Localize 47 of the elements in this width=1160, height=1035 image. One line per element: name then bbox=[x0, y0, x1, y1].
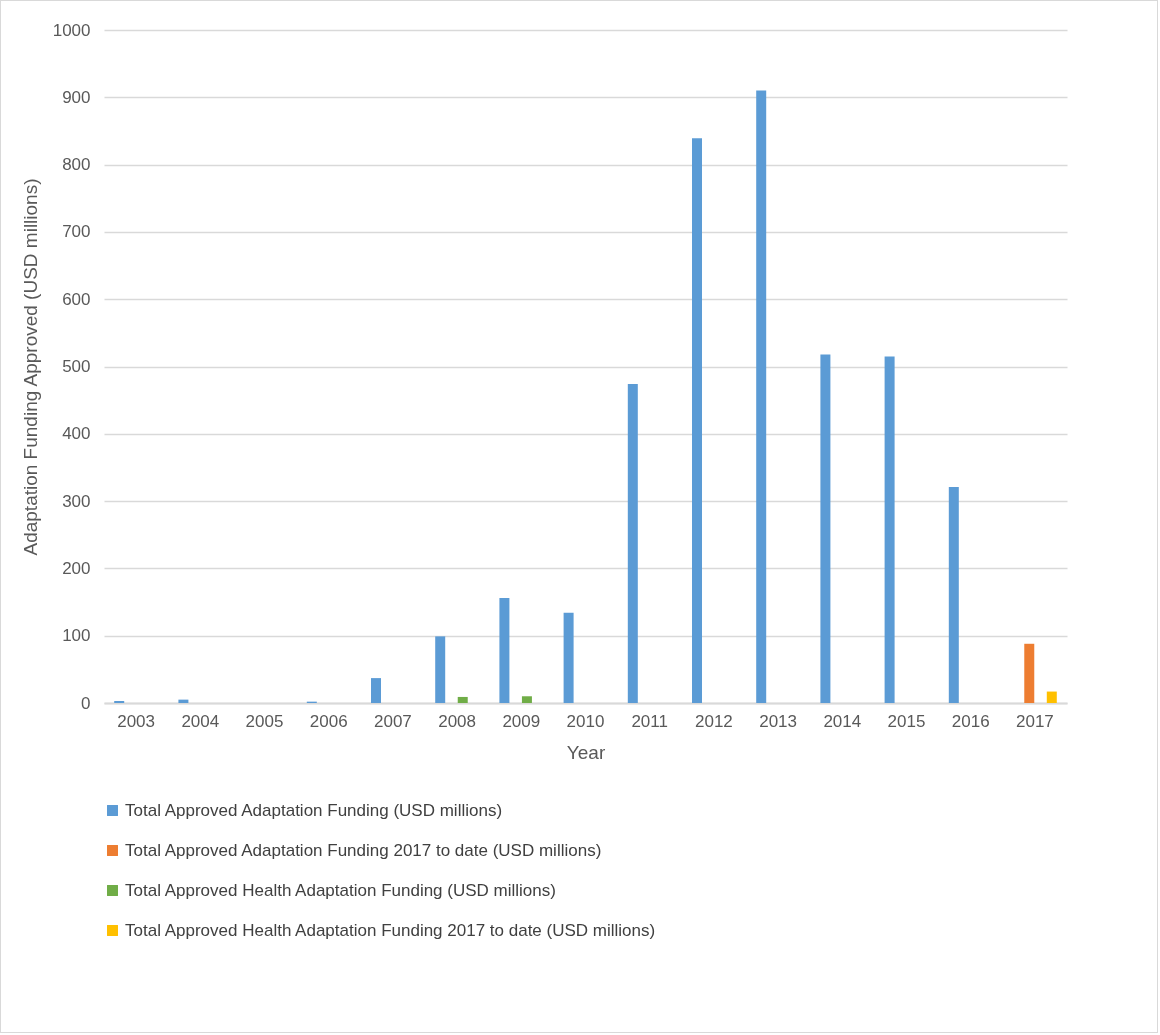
x-tick-label: 2017 bbox=[1015, 711, 1054, 731]
x-axis-title: Year bbox=[566, 741, 606, 763]
y-tick-label: 500 bbox=[62, 357, 91, 376]
y-tick-label: 1000 bbox=[52, 20, 91, 40]
y-tick-label: 600 bbox=[62, 289, 91, 309]
legend-label: Total Approved Adaptation Funding 2017 to date (USD millions) bbox=[125, 840, 602, 860]
y-tick-label: 200 bbox=[62, 558, 91, 578]
bar bbox=[884, 356, 895, 703]
legend-label: Total Approved Health Adaptation Funding (USD millions) bbox=[125, 880, 556, 900]
bar bbox=[1046, 691, 1057, 703]
x-tick-label: 2014 bbox=[823, 711, 862, 731]
bar bbox=[563, 612, 574, 703]
x-tick-label: 2007 bbox=[373, 711, 412, 731]
bar bbox=[1024, 643, 1035, 703]
bar bbox=[521, 696, 532, 703]
bar bbox=[114, 700, 125, 703]
y-tick-label: 100 bbox=[62, 626, 91, 646]
y-tick-label: 400 bbox=[62, 424, 91, 444]
x-tick-label: 2006 bbox=[309, 711, 348, 731]
y-tick-label: 800 bbox=[62, 155, 91, 175]
x-tick-label: 2005 bbox=[245, 711, 284, 731]
legend-label: Total Approved Adaptation Funding (USD millions) bbox=[125, 800, 503, 820]
y-tick-label: 0 bbox=[81, 693, 91, 713]
x-tick-label: 2013 bbox=[759, 711, 798, 731]
x-tick-label: 2009 bbox=[502, 711, 541, 731]
y-axis-title: Adaptation Funding Approved (USD millions) bbox=[19, 178, 41, 556]
y-tick-label: 300 bbox=[62, 491, 91, 511]
bar bbox=[820, 354, 831, 703]
y-tick-label: 700 bbox=[62, 222, 91, 242]
x-tick-label: 2011 bbox=[631, 711, 668, 731]
x-tick-label: 2010 bbox=[566, 711, 605, 731]
bar bbox=[457, 696, 468, 703]
bar bbox=[692, 138, 703, 703]
x-tick-label: 2003 bbox=[117, 711, 156, 731]
x-tick-label: 2012 bbox=[694, 711, 733, 731]
x-tick-label: 2015 bbox=[887, 711, 926, 731]
y-tick-label: 900 bbox=[62, 87, 91, 107]
bar bbox=[499, 598, 510, 703]
x-tick-label: 2008 bbox=[438, 711, 477, 731]
bar bbox=[627, 384, 638, 703]
legend-label: Total Approved Health Adaptation Funding 2017 to date (USD millions) bbox=[125, 920, 656, 940]
bar bbox=[435, 636, 446, 703]
bar bbox=[756, 90, 767, 703]
bar bbox=[371, 678, 382, 703]
x-tick-label: 2016 bbox=[951, 711, 990, 731]
x-tick-label: 2004 bbox=[181, 711, 220, 731]
bar bbox=[948, 486, 959, 703]
